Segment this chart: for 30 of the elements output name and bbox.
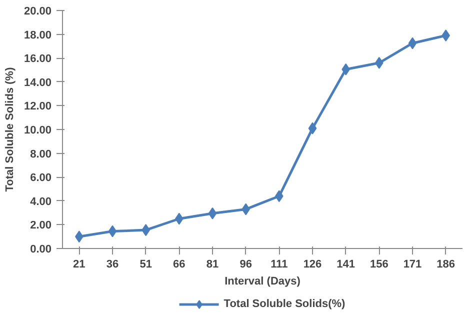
legend-label: Total Soluble Solids(%) [224,298,346,310]
point [408,37,417,50]
x-tick-label: 111 [270,258,288,270]
y-tick-label: 4.00 [30,196,52,208]
x-tick-label: 21 [73,258,86,270]
point [208,207,217,220]
y-tick-label: 6.00 [30,172,52,184]
y-axis-title: Total Soluble Solids (%) [4,66,16,192]
y-tick-label: 16.00 [24,53,52,66]
x-tick-label: 126 [303,258,322,270]
x-tick-label: 36 [106,258,119,270]
y-tick-label: 10.00 [24,124,52,136]
x-tick-label: 96 [240,258,252,270]
y-tick-label: 0.00 [30,244,52,256]
x-tick-label: 51 [140,258,152,270]
x-tick-label: 66 [173,258,186,270]
x-tick-label: 141 [336,258,356,270]
x-axis-title: Interval (Days) [224,276,301,288]
y-tick-label: 12.00 [24,100,52,113]
x-tick-label: 156 [370,258,388,270]
y-tick-label: 18.00 [24,29,52,42]
y-tick-label: 2.00 [30,220,52,232]
y-tick-label: 8.00 [30,148,52,160]
x-tick-label: 81 [206,258,219,270]
x-tick-label: 171 [403,258,422,270]
point [108,225,117,238]
x-tick-label: 186 [436,258,456,270]
point [308,122,317,134]
y-tick-label: 20.00 [24,6,52,18]
y-tick-label: 14.00 [24,76,52,89]
